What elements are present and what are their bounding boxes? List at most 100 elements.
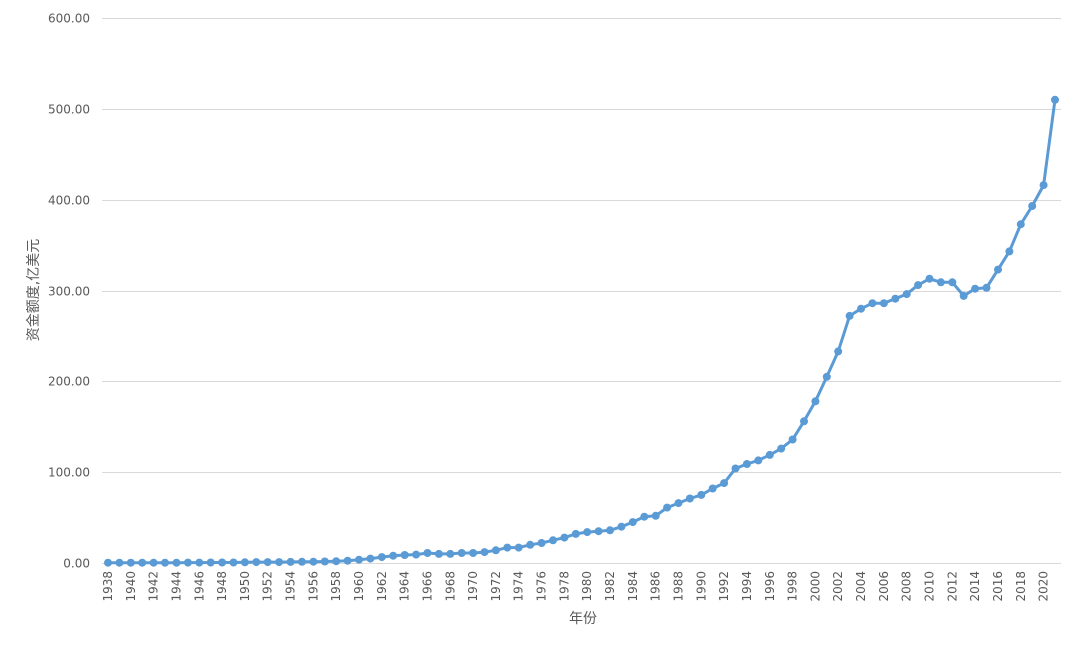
- x-tick-label: 2016: [991, 571, 1005, 602]
- data-point: [959, 291, 968, 300]
- data-point: [606, 526, 614, 535]
- data-point: [754, 456, 763, 465]
- x-axis-title: 年份: [569, 611, 597, 627]
- data-point: [389, 551, 398, 560]
- x-tick-label: 1956: [306, 571, 320, 602]
- data-point: [936, 278, 945, 287]
- data-point: [651, 511, 660, 520]
- data-point: [720, 479, 729, 488]
- data-point: [275, 558, 284, 567]
- data-point: [366, 554, 375, 563]
- data-point: [1016, 220, 1025, 229]
- data-point: [343, 556, 352, 565]
- data-point: [868, 299, 877, 308]
- x-tick-labels: 1938 1940 1942 1944 1946 1948 1950 1952 1954 1956…: [101, 571, 1051, 602]
- data-point: [491, 546, 500, 555]
- data-point: [914, 281, 923, 290]
- x-tick-label: 1950: [238, 571, 252, 602]
- series-line: [106, 98, 1057, 565]
- data-point: [412, 550, 421, 559]
- y-tick-label: 100.00: [48, 466, 90, 480]
- data-point: [1005, 247, 1014, 256]
- data-point: [708, 484, 717, 493]
- data-point: [104, 558, 112, 567]
- x-tick-label: 1998: [786, 571, 800, 602]
- data-point: [149, 558, 158, 567]
- data-point: [446, 549, 455, 558]
- data-point: [377, 553, 386, 562]
- x-tick-label: 1976: [535, 571, 549, 602]
- x-tick-label: 1964: [398, 571, 412, 602]
- x-tick-label: 1968: [443, 571, 457, 602]
- data-point: [526, 540, 535, 549]
- data-point: [594, 527, 603, 536]
- data-point: [252, 558, 261, 567]
- data-point: [503, 543, 512, 552]
- data-point: [834, 347, 843, 356]
- x-tick-label: 1962: [375, 571, 389, 602]
- x-tick-label: 2012: [945, 571, 959, 602]
- data-point: [628, 518, 637, 527]
- x-tick-label: 1996: [763, 571, 777, 602]
- x-tick-label: 1954: [284, 571, 298, 602]
- data-point: [971, 284, 980, 293]
- x-tick-label: 2010: [922, 571, 936, 602]
- x-tick-label: 1978: [557, 571, 571, 602]
- data-point: [549, 536, 557, 545]
- x-tick-label: 1974: [512, 571, 526, 602]
- data-point: [982, 283, 991, 292]
- x-tick-label: 1966: [420, 571, 434, 602]
- x-tick-label: 1988: [671, 571, 685, 602]
- data-point: [161, 558, 169, 567]
- x-tick-label: 1944: [169, 571, 183, 602]
- data-point: [115, 558, 124, 567]
- data-point: [742, 460, 751, 468]
- data-point: [320, 557, 329, 566]
- data-point: [697, 490, 706, 499]
- data-point: [674, 499, 683, 508]
- data-point: [172, 558, 181, 567]
- y-gridlines: [102, 18, 1061, 564]
- data-point: [560, 533, 569, 542]
- x-tick-label: 1992: [717, 571, 731, 602]
- data-point: [457, 549, 466, 557]
- data-point: [400, 551, 409, 559]
- x-tick-label: 2014: [968, 571, 982, 602]
- data-point: [195, 558, 204, 567]
- data-point: [309, 557, 318, 566]
- data-point: [788, 435, 797, 444]
- x-tick-label: 1940: [124, 571, 138, 602]
- x-tick-label: 1970: [466, 571, 480, 602]
- data-point: [1028, 202, 1037, 210]
- data-point: [925, 274, 934, 283]
- x-tick-label: 2008: [900, 571, 914, 602]
- data-point: [845, 311, 854, 320]
- data-point: [480, 548, 489, 557]
- data-point: [731, 464, 740, 473]
- data-point: [857, 304, 865, 313]
- data-point: [948, 278, 957, 287]
- x-tick-label: 1942: [147, 571, 161, 602]
- data-point: [765, 450, 774, 459]
- data-point: [994, 265, 1002, 274]
- y-tick-label: 200.00: [48, 375, 90, 389]
- data-point: [1039, 181, 1048, 190]
- y-tick-label: 600.00: [48, 12, 90, 26]
- x-tick-label: 1960: [352, 571, 366, 602]
- x-tick-label: 1980: [580, 571, 594, 602]
- x-tick-label: 1946: [192, 571, 206, 602]
- data-point: [434, 549, 443, 558]
- x-tick-label: 2000: [808, 571, 822, 602]
- data-point: [332, 557, 341, 566]
- x-tick-label: 2004: [854, 571, 868, 602]
- x-tick-label: 2020: [1037, 571, 1051, 602]
- data-point: [879, 299, 888, 308]
- data-point: [218, 558, 227, 567]
- x-tick-label: 1984: [626, 571, 640, 602]
- data-point: [298, 557, 306, 566]
- data-point: [685, 494, 694, 503]
- data-point: [571, 529, 580, 538]
- data-point: [1051, 95, 1059, 104]
- data-point: [469, 549, 478, 557]
